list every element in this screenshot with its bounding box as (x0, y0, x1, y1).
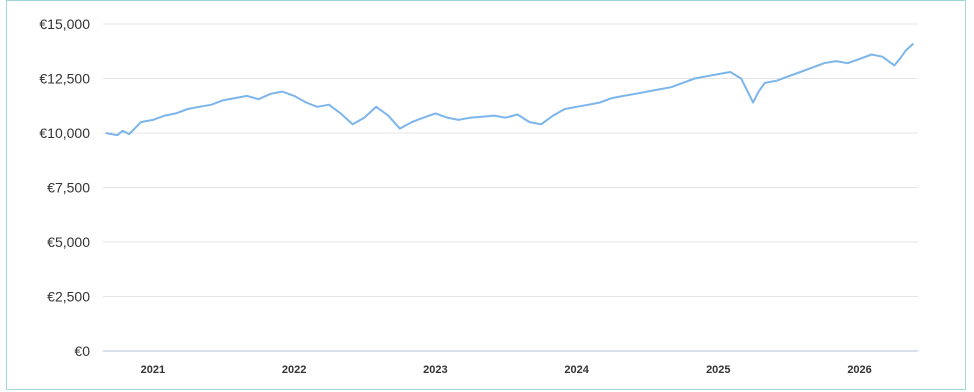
series-layer (105, 42, 915, 137)
series-line (105, 42, 915, 137)
x-tick-label: 2022 (282, 364, 306, 376)
y-tick-label: €15,000 (39, 16, 90, 32)
x-tick-label: 2021 (141, 364, 165, 376)
y-tick-label: €10,000 (39, 125, 90, 141)
x-tick-label: 2025 (706, 364, 730, 376)
y-tick-label: €0 (74, 343, 90, 359)
x-axis: 2021 2022 2023 2024 2025 2026 (103, 350, 918, 376)
y-tick-label: €7,500 (47, 180, 90, 196)
x-tick-label: 2024 (564, 364, 589, 376)
y-axis: €0 €2,500 €5,000 €7,500 €10,000 €12,500 €15,00… (39, 16, 90, 359)
y-tick-label: €2,500 (47, 289, 90, 305)
y-tick-label: €5,000 (47, 234, 90, 250)
x-tick-label: 2026 (847, 364, 871, 376)
chart-frame (6, 0, 966, 390)
gridlines (103, 23, 918, 297)
x-tick-label: 2023 (423, 364, 447, 376)
y-tick-label: €12,500 (39, 71, 90, 87)
